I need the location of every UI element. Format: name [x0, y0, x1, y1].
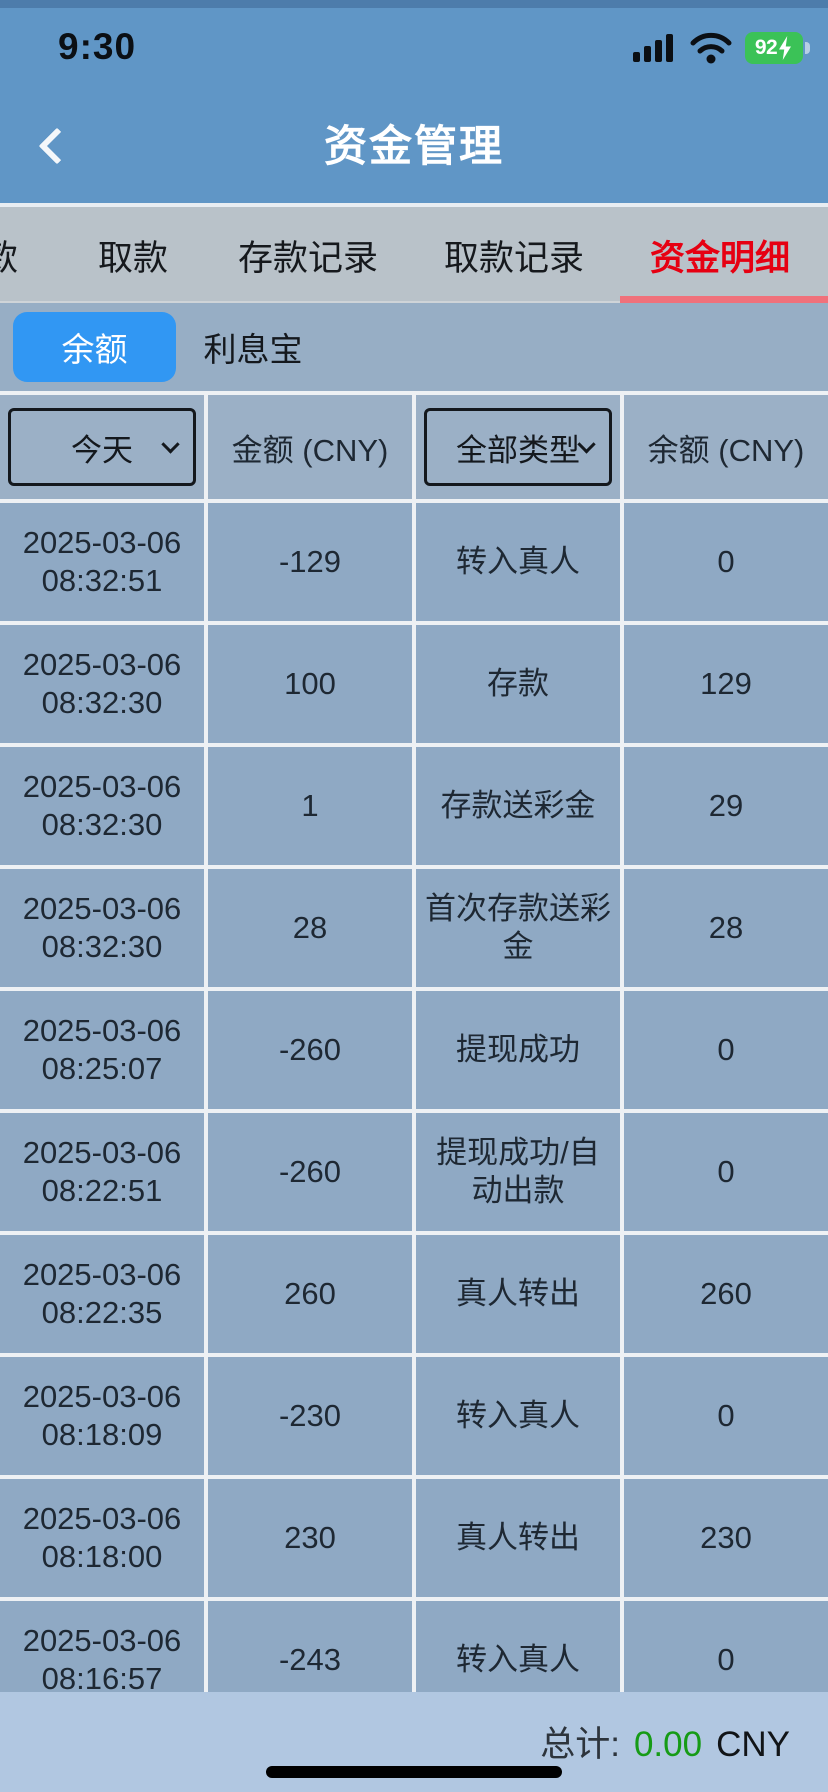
subtab-interest-treasure[interactable]: 利息宝: [203, 331, 303, 368]
cell-datetime: 2025-03-06 08:18:00: [0, 1479, 204, 1597]
tab-fund-details[interactable]: 资金明细: [650, 238, 791, 278]
cell-amount: -260: [208, 1113, 412, 1231]
header-cell-amount: 金额 (CNY): [208, 395, 412, 499]
cell-type: 存款: [416, 625, 620, 743]
cell-balance: 230: [624, 1479, 828, 1597]
cell-balance: 28: [624, 869, 828, 987]
battery-percent: 92: [754, 36, 778, 59]
statusbar-top-strip: [0, 0, 828, 8]
battery-charging-icon: 92: [745, 32, 810, 64]
type-filter-select[interactable]: 全部类型: [424, 408, 612, 486]
totals-footer: 总计: 0.00 CNY: [0, 1692, 828, 1792]
cell-amount: 28: [208, 869, 412, 987]
totals-line: 总计: 0.00 CNY: [540, 1716, 790, 1767]
cell-type: 真人转出: [416, 1235, 620, 1353]
cell-datetime: 2025-03-06 08:18:09: [0, 1357, 204, 1475]
tab-withdraw[interactable]: 取款: [97, 238, 168, 278]
cell-type: 首次存款送彩金: [416, 869, 620, 987]
cell-datetime: 2025-03-06 08:22:35: [0, 1235, 204, 1353]
status-bar: 9:30 92: [0, 18, 828, 78]
cell-type: 转入真人: [416, 1357, 620, 1475]
wifi-icon: [689, 32, 733, 64]
cell-balance: 0: [624, 991, 828, 1109]
main-tabbar[interactable]: 存款 取款 存款记录 取款记录 资金明细: [0, 207, 828, 303]
cell-type: 提现成功: [416, 991, 620, 1109]
home-indicator[interactable]: [266, 1766, 562, 1778]
funds-table: 今天 金额 (CNY) 全部类型 余额 (CNY) 2025-03-06 08:3…: [0, 395, 828, 1719]
tabbar-bottom-line: [0, 301, 620, 303]
date-filter-select[interactable]: 今天: [8, 408, 196, 486]
cell-balance: 129: [624, 625, 828, 743]
cell-balance: 260: [624, 1235, 828, 1353]
nav-bar: 资金管理: [0, 90, 828, 203]
chevron-down-icon: [161, 435, 180, 454]
type-filter-value: 全部类型: [455, 432, 580, 468]
status-icons: 92: [631, 28, 810, 68]
cell-amount: 260: [208, 1235, 412, 1353]
cell-amount: 100: [208, 625, 412, 743]
cell-amount: -129: [208, 503, 412, 621]
header-cell-type: 全部类型: [416, 395, 620, 499]
total-currency: CNY: [716, 1725, 790, 1764]
app-header: 9:30 92: [0, 0, 828, 203]
header-cell-date: 今天: [0, 395, 204, 499]
cell-datetime: 2025-03-06 08:32:30: [0, 869, 204, 987]
cell-type: 转入真人: [416, 503, 620, 621]
tab-deposit[interactable]: 存款: [0, 238, 18, 278]
cell-type: 存款送彩金: [416, 747, 620, 865]
cell-amount: -260: [208, 991, 412, 1109]
cellular-signal-icon: [631, 32, 677, 64]
cell-amount: -230: [208, 1357, 412, 1475]
cell-type: 真人转出: [416, 1479, 620, 1597]
header-cell-balance: 余额 (CNY): [624, 395, 828, 499]
cell-datetime: 2025-03-06 08:25:07: [0, 991, 204, 1109]
cell-balance: 0: [624, 1357, 828, 1475]
tab-withdraw-records[interactable]: 取款记录: [444, 238, 585, 278]
cell-balance: 0: [624, 503, 828, 621]
total-label: 总计:: [540, 1725, 620, 1764]
subtab-bar: 余额 利息宝: [0, 303, 828, 391]
cell-amount: 1: [208, 747, 412, 865]
clock: 9:30: [58, 26, 137, 67]
cell-type: 提现成功/自动出款: [416, 1113, 620, 1231]
cell-datetime: 2025-03-06 08:32:30: [0, 747, 204, 865]
cell-datetime: 2025-03-06 08:32:30: [0, 625, 204, 743]
cell-datetime: 2025-03-06 08:22:51: [0, 1113, 204, 1231]
subtab-balance[interactable]: 余额: [13, 312, 176, 382]
cell-balance: 0: [624, 1113, 828, 1231]
total-value: 0.00: [633, 1725, 703, 1764]
header-divider: [0, 203, 828, 207]
cell-amount: 230: [208, 1479, 412, 1597]
cell-balance: 29: [624, 747, 828, 865]
tab-deposit-records[interactable]: 存款记录: [238, 238, 379, 278]
cell-datetime: 2025-03-06 08:32:51: [0, 503, 204, 621]
date-filter-value: 今天: [70, 432, 133, 468]
subtab-divider: [0, 391, 828, 395]
page-title: 资金管理: [324, 123, 504, 171]
active-tab-underline: [620, 296, 828, 303]
